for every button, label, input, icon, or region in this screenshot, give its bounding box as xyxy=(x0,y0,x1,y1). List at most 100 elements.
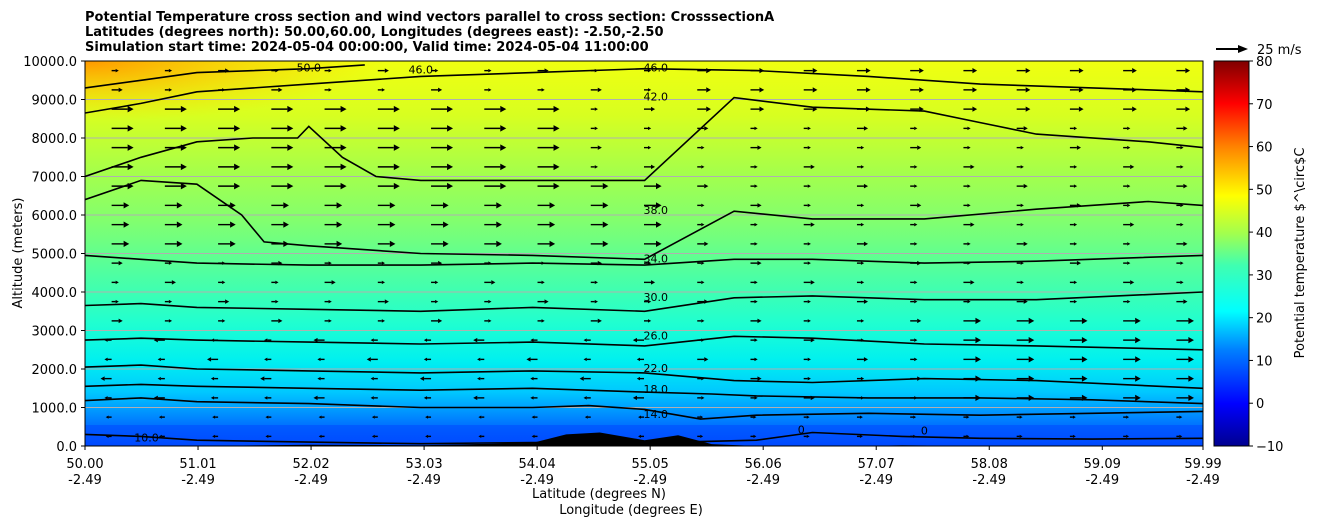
wind-arrow-head xyxy=(336,221,343,228)
wind-arrow-head xyxy=(473,395,478,401)
wind-arrow-head xyxy=(389,202,396,209)
wind-arrow-head xyxy=(810,222,815,227)
y-tick-label: 2000.0 xyxy=(32,363,78,378)
wind-arrow-head xyxy=(127,125,134,132)
wind-arrow-head xyxy=(757,203,762,208)
wind-arrow-head xyxy=(914,242,918,246)
y-tick-label: 6000.0 xyxy=(32,209,78,224)
wind-arrow-head xyxy=(1180,145,1184,150)
wind-arrow-head xyxy=(265,415,269,419)
wind-arrow-head xyxy=(287,125,294,132)
wind-arrow-head xyxy=(754,280,758,285)
wind-arrow-head xyxy=(1076,145,1082,150)
wind-arrow-head xyxy=(549,240,556,247)
wind-arrow-head xyxy=(328,88,332,92)
contour-line xyxy=(85,291,1203,313)
wind-arrow-head xyxy=(863,357,869,362)
wind-arrow-head xyxy=(278,318,283,324)
wind-arrow-head xyxy=(757,260,762,266)
wind-arrow-head xyxy=(863,241,869,247)
contour-line xyxy=(85,96,1203,182)
contour-label: 50.0 xyxy=(297,62,322,75)
wind-arrow-head xyxy=(583,357,587,362)
wind-arrow-head xyxy=(222,319,226,323)
wind-arrow-head xyxy=(336,202,343,209)
x-tick-label-latitude: 53.03 xyxy=(405,457,442,472)
wind-arrow-head xyxy=(381,261,386,265)
wind-arrow-head xyxy=(1073,184,1078,188)
wind-arrow-head xyxy=(1028,356,1035,363)
contour-label: 38.0 xyxy=(644,204,669,217)
wind-arrow-head xyxy=(340,105,347,113)
colorbar-tick-label: 50 xyxy=(1256,183,1273,198)
wind-arrow-head xyxy=(180,163,187,171)
wind-arrow-head xyxy=(168,319,173,323)
wind-arrow-head xyxy=(264,357,268,362)
wind-arrow-head xyxy=(488,319,492,323)
wind-arrow-head xyxy=(700,415,704,419)
wind-arrow-head xyxy=(648,88,652,92)
wind-arrow-head xyxy=(914,299,918,304)
wind-arrow-head xyxy=(812,87,818,93)
wind-arrow-head xyxy=(594,107,598,111)
wind-arrow-head xyxy=(914,338,918,342)
wind-arrow-head xyxy=(759,87,765,93)
wind-arrow-head xyxy=(860,145,865,150)
terrain xyxy=(85,432,1203,446)
wind-reference-label: 25 m/s xyxy=(1257,43,1302,58)
wind-arrow-head xyxy=(496,240,502,247)
wind-arrow-head xyxy=(384,299,389,304)
wind-arrow-head xyxy=(278,87,283,93)
wind-arrow-head xyxy=(105,415,109,419)
wind-arrow-head xyxy=(914,184,918,188)
contour-line xyxy=(85,254,1203,266)
wind-arrow-head xyxy=(287,105,294,113)
wind-arrow-head xyxy=(706,87,711,93)
wind-arrow-head xyxy=(264,396,268,400)
wind-arrow-head xyxy=(754,357,758,362)
wind-arrow-head xyxy=(381,319,386,323)
wind-arrow-head xyxy=(1135,394,1141,401)
wind-arrow-head xyxy=(701,280,705,285)
wind-arrow-head xyxy=(127,163,134,171)
colorbar-tick-label: 40 xyxy=(1256,226,1273,241)
wind-arrow-head xyxy=(594,280,598,285)
wind-arrow-head xyxy=(443,221,449,228)
wind-arrow-head xyxy=(913,415,917,419)
wind-arrow-head xyxy=(1078,87,1084,93)
colorbar-tick-label: 60 xyxy=(1256,141,1273,156)
wind-arrow-head xyxy=(1127,299,1131,304)
wind-arrow-head xyxy=(425,415,429,419)
wind-arrow-head xyxy=(914,222,918,227)
wind-arrow-head xyxy=(860,261,865,265)
wind-arrow-head xyxy=(206,357,212,362)
wind-arrow-head xyxy=(447,144,454,151)
wind-arrow-head xyxy=(972,68,978,74)
wind-arrow-head xyxy=(583,338,587,342)
wind-arrow-head xyxy=(1183,126,1188,131)
wind-arrow-head xyxy=(917,318,922,324)
contour-line xyxy=(85,383,1203,405)
wind-arrow-head xyxy=(158,415,162,419)
wind-arrow-head xyxy=(754,126,758,131)
wind-arrow-head xyxy=(914,126,918,131)
wind-arrow-head xyxy=(972,106,978,112)
wind-arrow-head xyxy=(123,240,130,247)
y-tick-label: 0.0 xyxy=(56,440,77,455)
wind-arrow-head xyxy=(967,242,971,246)
wind-arrow-head xyxy=(447,182,454,190)
wind-arrow-head xyxy=(1180,222,1184,227)
wind-arrow-head xyxy=(340,144,347,151)
wind-arrow-head xyxy=(168,88,173,92)
contour-label: 14.0 xyxy=(644,408,669,421)
wind-arrow-head xyxy=(1132,68,1137,74)
wind-arrow-head xyxy=(317,357,321,362)
wind-arrow-head xyxy=(118,318,123,324)
y-axis-label: Altitude (meters) xyxy=(11,198,26,309)
wind-arrow-head xyxy=(544,299,549,304)
wind-arrow-head xyxy=(706,106,711,112)
wind-arrow-head xyxy=(234,125,241,132)
wind-arrow-head xyxy=(328,299,332,304)
wind-arrow-head xyxy=(594,126,598,131)
wind-arrow-head xyxy=(967,184,971,188)
